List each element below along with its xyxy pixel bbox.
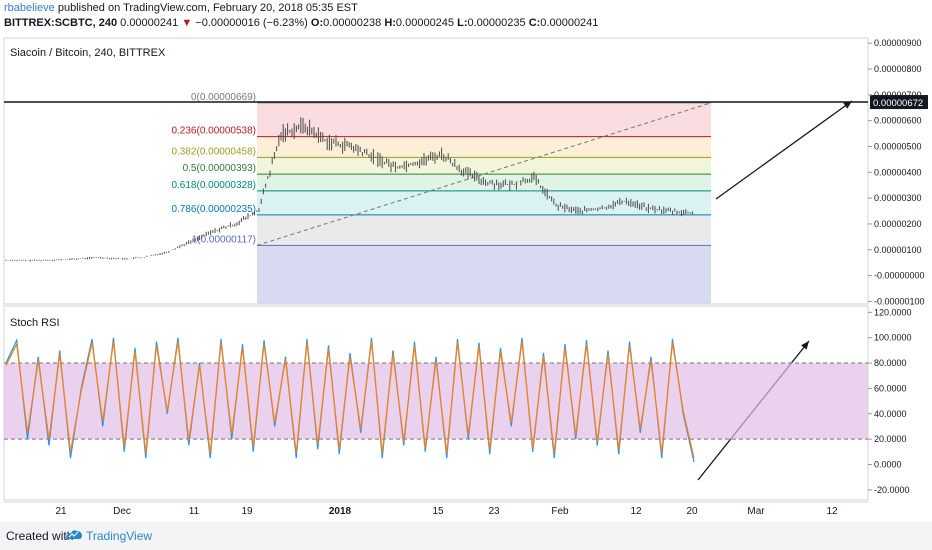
fib-level-label: 0.382(0.00000458) <box>171 146 256 157</box>
price-tick-label: -0.00000100 <box>874 296 925 306</box>
publish-info: rbabelieve published on TradingView.com,… <box>4 2 358 14</box>
fib-zone <box>257 136 711 158</box>
price-tick-label: 0.00000100 <box>874 245 922 255</box>
price-tick-label: -0.00000000 <box>874 271 925 281</box>
stoch-forecast-arrow-head <box>801 341 809 350</box>
fib-level-label: 0.236(0.00000538) <box>171 126 256 137</box>
open-label: O: <box>310 17 324 29</box>
author-link[interactable]: rbabelieve <box>4 2 55 14</box>
open-value: 0.00000238 <box>323 17 382 29</box>
price-pane: 0(0.00000669) 0.236(0.00000538) 0.382(0.00… <box>3 37 928 306</box>
price-tick-label: 0.00000900 <box>874 38 922 48</box>
price-tick-label: 0.00000700 <box>874 90 922 100</box>
stoch-tick-label: 80.0000 <box>874 358 907 368</box>
fib-zone-extension <box>257 245 711 304</box>
time-tick-label: Feb <box>551 506 569 517</box>
high-label: H: <box>384 17 396 29</box>
price-tick-label: 0.00000600 <box>874 116 922 126</box>
time-tick-label: 21 <box>55 506 67 517</box>
high-value: 0.00000245 <box>395 17 455 29</box>
time-tick-label: 20 <box>686 506 698 517</box>
stoch-pane: 120.0000 100.0000 80.0000 60.0000 40.0000 20.… <box>3 305 912 501</box>
stoch-tick-label: 0.0000 <box>874 459 902 469</box>
fib-level-label: 0.618(0.00000328) <box>171 180 256 191</box>
time-tick-label: 15 <box>432 506 444 517</box>
stoch-tick-label: 20.0000 <box>874 434 907 444</box>
chart-title: Siacoin / Bitcoin, 240, BITTREX <box>10 47 166 59</box>
close-label: C: <box>528 17 541 29</box>
change-value: −0.00000016 (−6.23%) <box>195 17 308 29</box>
close-value: 0.00000241 <box>540 17 599 29</box>
fib-level-label: 0.786(0.00000235) <box>171 204 256 215</box>
forecast-arrow-head <box>843 101 852 109</box>
time-axis[interactable]: 21 Dec 11 19 2018 15 23 Feb 12 20 Mar 12 <box>4 501 868 517</box>
time-tick-label: 2018 <box>329 506 352 517</box>
indicator-title: Stoch RSI <box>10 317 60 329</box>
forecast-arrow <box>715 100 853 200</box>
low-label: L: <box>457 17 468 29</box>
price-tick-label: 0.00000800 <box>874 64 922 74</box>
down-arrow-icon: ▼ <box>181 17 193 29</box>
fib-zone <box>257 102 711 137</box>
fib-zone <box>257 214 711 246</box>
stoch-tick-label: 40.0000 <box>874 409 907 419</box>
time-tick-label: 11 <box>189 506 200 517</box>
fib-level-label: 1(0.00000117) <box>192 234 256 245</box>
time-tick-label: Dec <box>113 506 131 517</box>
tradingview-logo-icon[interactable] <box>64 528 84 542</box>
time-tick-label: 12 <box>630 506 642 517</box>
resistance-price-tag <box>870 95 928 110</box>
low-value: 0.00000235 <box>467 17 526 29</box>
footer: Created with TradingView <box>0 522 932 550</box>
resistance-price-label: 0.00000672 <box>873 98 923 109</box>
fib-zone <box>257 174 711 191</box>
published-text: published on TradingView.com, February 2… <box>57 2 358 14</box>
stoch-tick-label: 60.0000 <box>874 383 907 393</box>
fib-level-label: 0(0.00000669) <box>191 92 256 103</box>
stoch-tick-label: 120.0000 <box>874 307 912 317</box>
candle-series <box>5 117 693 262</box>
stoch-tick-label: -20.0000 <box>874 485 910 495</box>
time-tick-label: 12 <box>826 506 838 517</box>
created-with-text: Created with <box>6 529 74 543</box>
fib-zone <box>257 157 711 175</box>
tradingview-brand-link[interactable]: TradingView <box>86 529 153 543</box>
price-tick-label: 0.00000500 <box>874 141 922 151</box>
stoch-tick-label: 100.0000 <box>874 333 912 343</box>
time-tick-label: 23 <box>488 506 500 517</box>
stoch-series-line <box>5 341 695 459</box>
symbol-info: BITTREX:SCBTC, 240 0.00000241 ▼ −0.00000… <box>4 17 598 29</box>
fib-trend-line <box>256 102 712 246</box>
price-tick-label: 0.00000300 <box>874 193 922 203</box>
symbol-label: BITTREX:SCBTC, 240 <box>4 17 118 29</box>
time-tick-label: 19 <box>241 506 253 517</box>
fib-level-label: 0.5(0.00000393) <box>183 163 256 174</box>
time-tick-label: Mar <box>747 506 765 517</box>
chart-canvas[interactable]: 0(0.00000669) 0.236(0.00000538) 0.382(0.00… <box>0 0 932 522</box>
price-tick-label: 0.00000200 <box>874 219 922 229</box>
stoch-band <box>4 363 868 440</box>
last-price: 0.00000241 <box>120 17 179 29</box>
fib-zone <box>257 190 711 215</box>
price-tick-label: 0.00000400 <box>874 167 922 177</box>
